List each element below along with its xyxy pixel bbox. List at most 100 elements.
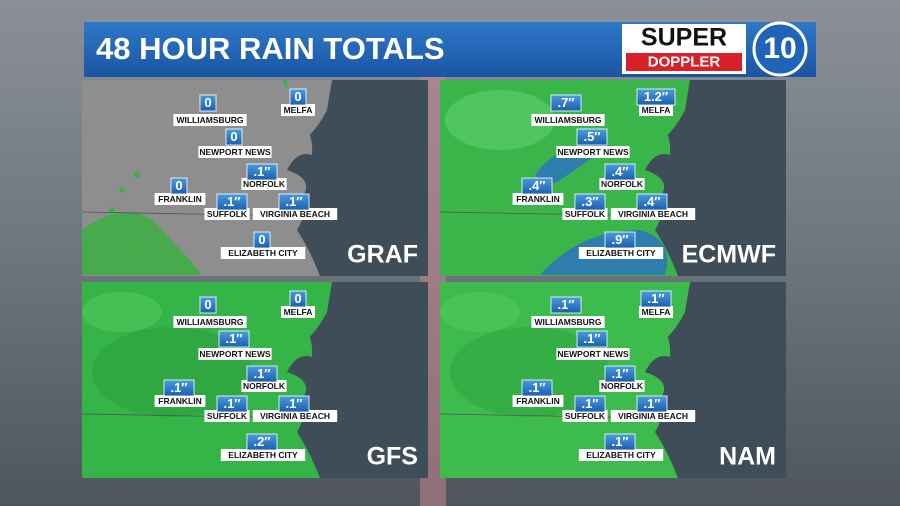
city-label: WILLIAMSBURG .7″ bbox=[531, 94, 605, 126]
city-name: FRANKLIN bbox=[516, 194, 559, 204]
rain-total: .4″ bbox=[643, 194, 660, 209]
rain-total: 0 bbox=[230, 129, 237, 144]
rain-total: .1″ bbox=[223, 396, 240, 411]
rain-total: .1″ bbox=[581, 396, 598, 411]
value-box bbox=[199, 296, 217, 314]
city-name: MELFA bbox=[284, 307, 313, 317]
value-box bbox=[246, 365, 278, 383]
city-name: SUFFOLK bbox=[565, 411, 606, 421]
city-label: WILLIAMSBURG .1″ bbox=[531, 296, 605, 328]
title: 48 HOUR RAIN TOTALS bbox=[96, 31, 445, 66]
city-name-box bbox=[639, 306, 673, 318]
value-box bbox=[278, 395, 310, 413]
city-name-box bbox=[562, 208, 608, 220]
value-box bbox=[636, 395, 668, 413]
rain-total: .1″ bbox=[223, 194, 240, 209]
city-name-box bbox=[531, 114, 605, 126]
city-name: ELIZABETH CITY bbox=[228, 248, 298, 258]
rain-total: .4″ bbox=[528, 178, 545, 193]
city-name-box bbox=[220, 247, 306, 259]
rain-total: .1″ bbox=[285, 194, 302, 209]
city-name-box bbox=[173, 316, 247, 328]
city-label: NORFOLK.1″ bbox=[241, 365, 287, 392]
city-name: ELIZABETH CITY bbox=[228, 450, 298, 460]
city-label: SUFFOLK.3″ bbox=[562, 193, 608, 220]
city-name-box bbox=[556, 146, 630, 158]
rain-total: .1″ bbox=[253, 366, 270, 381]
logo-red-band bbox=[626, 53, 742, 71]
rain-patch bbox=[82, 292, 162, 332]
city-name-box bbox=[204, 410, 250, 422]
city-name: VIRGINIA BEACH bbox=[618, 209, 688, 219]
value-box bbox=[636, 193, 668, 211]
logo-line2: DOPPLER bbox=[648, 53, 721, 70]
city-name-box bbox=[204, 208, 250, 220]
city-name: FRANKLIN bbox=[158, 396, 201, 406]
city-name-box bbox=[173, 114, 247, 126]
rain-total: .1″ bbox=[611, 366, 628, 381]
city-name: NEWPORT NEWS bbox=[557, 349, 629, 359]
city-name-box bbox=[578, 247, 664, 259]
city-name: NORFOLK bbox=[601, 179, 644, 189]
rain-dot bbox=[99, 237, 105, 243]
city-name: ELIZABETH CITY bbox=[586, 450, 656, 460]
city-label: VIRGINIA BEACH.1″ bbox=[252, 395, 338, 422]
value-box bbox=[604, 231, 636, 249]
model-name: GFS bbox=[367, 443, 418, 471]
rain-patch bbox=[440, 292, 520, 332]
city-name: FRANKLIN bbox=[158, 194, 201, 204]
city-name-box bbox=[562, 410, 608, 422]
city-name-box bbox=[154, 193, 206, 205]
city-name-box bbox=[556, 348, 630, 360]
rain-total: 0 bbox=[204, 297, 211, 312]
city-label: SUFFOLK.1″ bbox=[204, 193, 250, 220]
city-name-box bbox=[241, 178, 287, 190]
city-label: ELIZABETH CITY.9″ bbox=[578, 231, 664, 259]
rain-total: 0 bbox=[294, 89, 301, 104]
city-name-box bbox=[252, 208, 338, 220]
rain-total: .3″ bbox=[581, 194, 598, 209]
rain-total: 0 bbox=[204, 95, 211, 110]
rain-total: 0 bbox=[175, 178, 182, 193]
city-name: NEWPORT NEWS bbox=[557, 147, 629, 157]
rain-total: .5″ bbox=[583, 129, 600, 144]
city-name: WILLIAMSBURG bbox=[534, 115, 601, 125]
rain-total: .1″ bbox=[170, 380, 187, 395]
rain-dot bbox=[139, 247, 145, 253]
city-name: ELIZABETH CITY bbox=[586, 248, 656, 258]
value-box bbox=[199, 94, 217, 112]
city-label: SUFFOLK.1″ bbox=[204, 395, 250, 422]
city-label: WILLIAMSBURG 0 bbox=[173, 296, 247, 328]
value-box bbox=[289, 88, 307, 106]
city-name-box bbox=[154, 395, 206, 407]
city-label: MELFA.1″ bbox=[639, 290, 673, 318]
model-name: NAM bbox=[719, 443, 776, 471]
value-box bbox=[170, 177, 188, 195]
value-box bbox=[163, 379, 195, 397]
city-name: MELFA bbox=[642, 307, 671, 317]
rain-area bbox=[82, 212, 202, 275]
rain-dot bbox=[134, 172, 140, 178]
rain-total: 0 bbox=[258, 232, 265, 247]
value-box bbox=[253, 231, 271, 249]
value-box bbox=[574, 193, 606, 211]
city-label: SUFFOLK.1″ bbox=[562, 395, 608, 422]
value-box bbox=[246, 433, 278, 451]
rain-total: .1″ bbox=[611, 434, 628, 449]
city-name: NORFOLK bbox=[601, 381, 644, 391]
value-box bbox=[216, 395, 248, 413]
city-name-box bbox=[281, 306, 315, 318]
value-box bbox=[246, 163, 278, 181]
city-name: SUFFOLK bbox=[207, 411, 248, 421]
value-box bbox=[289, 290, 307, 308]
water bbox=[287, 80, 428, 276]
